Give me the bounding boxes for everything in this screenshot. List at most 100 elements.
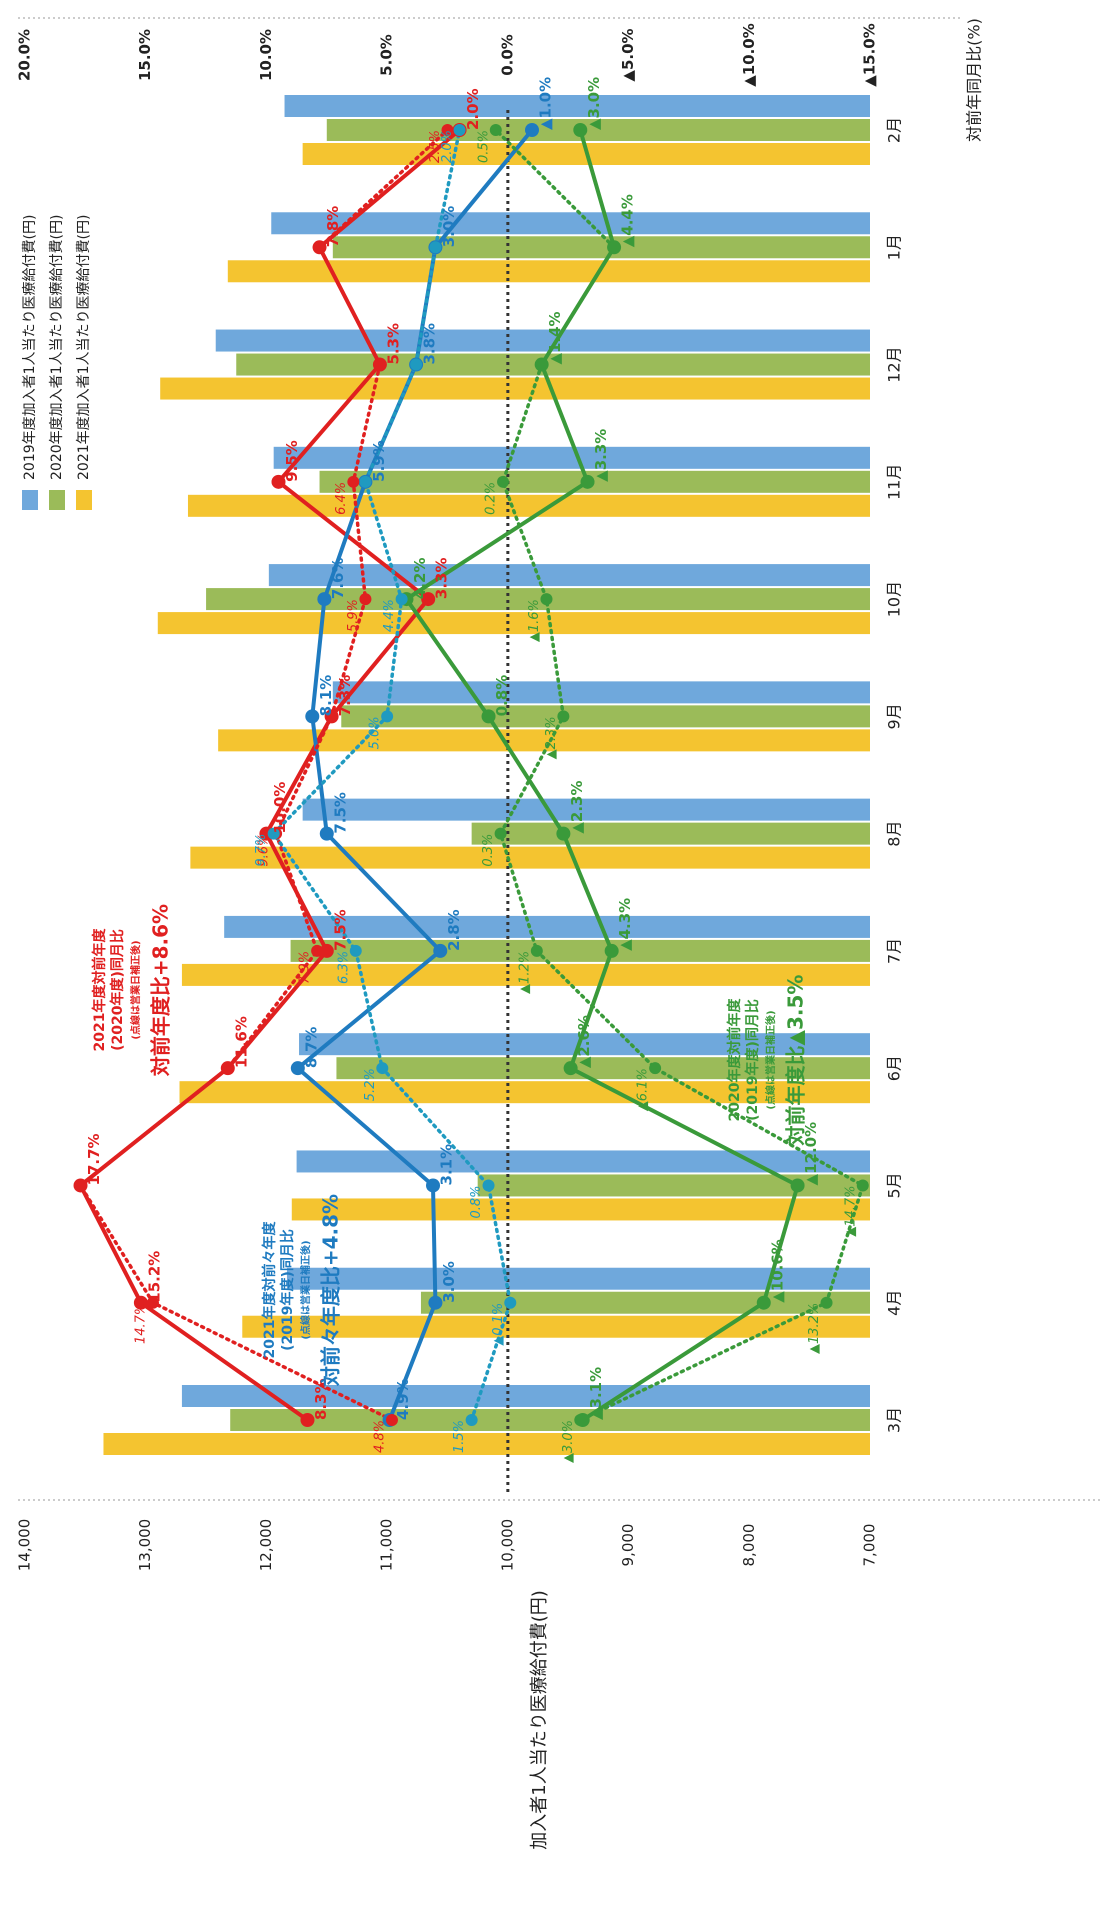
annotation-1-line-2: (2020年度)同月比 (109, 929, 126, 1051)
series-2-label-8: 7.6% (329, 557, 347, 599)
series-3-point-3 (790, 1178, 805, 1193)
series-4-point-5 (311, 944, 324, 957)
series-1-label-4: 11.6% (232, 1016, 250, 1068)
series-6-point-11 (608, 241, 621, 254)
series-3-point-2 (756, 1295, 771, 1310)
series-6-label-6: 0.3% (481, 834, 496, 867)
right-axis-tick-2: ▲10.0% (740, 23, 758, 87)
series-3-point-7 (481, 709, 496, 724)
annotation-3-note: (点線は営業日補正後) (764, 1010, 777, 1109)
bar-1-12 (284, 95, 870, 117)
series-4-point-4 (221, 1062, 234, 1075)
series-5-point-11 (429, 241, 442, 254)
series-6-point-9 (497, 475, 510, 488)
series-3-label-6: ▲2.3% (568, 780, 586, 833)
series-4-label-6: 9.6% (257, 834, 272, 867)
annotation-3-summary: 対前年度比▲3.5% (784, 975, 808, 1147)
series-4-label-1: 4.8% (372, 1420, 387, 1453)
bar-1-7 (332, 681, 871, 704)
series-2-point-2 (428, 1295, 443, 1310)
bar-1-2 (286, 1267, 870, 1290)
series-4-point-9 (347, 475, 360, 488)
series-line-4 (78, 128, 450, 1422)
series-5-point-3 (482, 1179, 495, 1192)
series-5-label-7: 5.0% (368, 716, 383, 749)
series-3-label-5: ▲4.3% (616, 898, 634, 951)
series-1-point-5 (319, 943, 334, 958)
right-axis-tick-5: 5.0% (378, 34, 396, 76)
series-5-label-8: 4.4% (382, 599, 397, 632)
labels-group: 8.3% 15.2% 17.7% 11.6% 7.5% 10.0% 7.3% 3.3% 9.5%… (85, 77, 858, 1463)
category-label-3: 5月 (885, 1172, 904, 1198)
series-6-point-8 (540, 593, 553, 606)
category-label-11: 1月 (885, 234, 904, 260)
bar-3-5 (181, 963, 870, 986)
legend-swatch-3 (76, 490, 92, 510)
series-6-point-3 (856, 1179, 869, 1192)
series-5-label-4: 5.2% (363, 1068, 378, 1101)
series-5-point-8 (395, 593, 408, 606)
series-6-label-9: 0.2% (484, 482, 499, 515)
series-line-3 (404, 128, 800, 1422)
right-axis-tick-1: ▲15.0% (861, 23, 879, 87)
series-6-point-4 (649, 1062, 662, 1075)
series-3-label-4: ▲2.6% (575, 1015, 593, 1068)
category-label-1: 3月 (885, 1407, 904, 1433)
bar-1-4 (299, 1033, 870, 1056)
series-3-point-6 (556, 826, 571, 841)
bar-1-11 (271, 212, 870, 235)
series-3-label-1: ▲3.1% (587, 1367, 605, 1420)
bar-1-3 (296, 1150, 870, 1173)
series-5-point-9 (359, 475, 372, 488)
series-4-label-8: 5.9% (346, 599, 361, 632)
category-label-7: 9月 (885, 703, 904, 729)
bar-2-3 (477, 1174, 870, 1197)
series-1-label-8: 3.3% (433, 557, 451, 599)
bar-1-5 (224, 915, 870, 938)
left-axis-tick-8: 14,000 (16, 1519, 34, 1572)
series-3-label-10: ▲1.4% (546, 311, 564, 364)
series-5-point-5 (349, 944, 362, 957)
series-3-label-3: ▲12.0% (802, 1122, 820, 1186)
legend-label-3: 2021年度加入者1人当たり医療給付費(円) (75, 215, 92, 480)
annotation-2-line-1: 2021年度対前々年度 (261, 1221, 278, 1359)
series-6-label-7: ▲2.3% (544, 716, 559, 759)
bar-2-8 (206, 588, 871, 611)
series-4-point-2 (146, 1296, 159, 1309)
series-5-label-1: 1.5% (452, 1420, 467, 1453)
series-5-point-4 (376, 1062, 389, 1075)
annotation-1-line-1: 2021年度対前年度 (91, 928, 108, 1052)
annotation-2-line-2: (2019年度)同月比 (279, 1229, 296, 1351)
series-5-point-12 (453, 124, 466, 136)
series-5-point-1 (465, 1414, 478, 1426)
legend: 2019年度加入者1人当たり医療給付費(円) 2020年度加入者1人当たり医療給付… (21, 215, 92, 510)
series-6-point-6 (494, 827, 507, 840)
series-3-point-12 (573, 123, 588, 137)
series-2-label-3: 3.1% (438, 1144, 456, 1186)
left-axis-tick-1: 7,000 (861, 1524, 879, 1567)
bar-2-5 (290, 939, 871, 962)
series-2-label-5: 2.8% (445, 909, 463, 951)
series-2-point-8 (317, 592, 332, 607)
left-axis-tick-4: 10,000 (498, 1519, 516, 1572)
annotation-1-note: (点線は営業日補正後) (129, 940, 142, 1039)
series-2-label-1: 4.9% (394, 1378, 412, 1420)
right-axis-tick-7: 15.0% (136, 29, 154, 81)
series-2-point-3 (426, 1178, 441, 1193)
bar-3-7 (218, 729, 871, 752)
series-2-label-7: 8.1% (317, 675, 335, 717)
series-6-point-2 (820, 1296, 833, 1309)
series-5-label-5: 6.3% (336, 951, 351, 984)
bar-2-6 (471, 822, 870, 845)
bar-2-11 (332, 236, 871, 259)
series-3-point-5 (604, 943, 619, 958)
series-line-2 (295, 128, 534, 1422)
bar-1-9 (273, 446, 871, 469)
series-4-point-11 (313, 241, 326, 254)
left-axis-tick-3: 9,000 (619, 1524, 637, 1567)
series-1-label-9: 9.5% (283, 440, 301, 482)
bar-1-8 (268, 564, 870, 587)
series-1-label-7: 7.3% (336, 675, 354, 717)
legend-swatch-2 (49, 490, 65, 510)
